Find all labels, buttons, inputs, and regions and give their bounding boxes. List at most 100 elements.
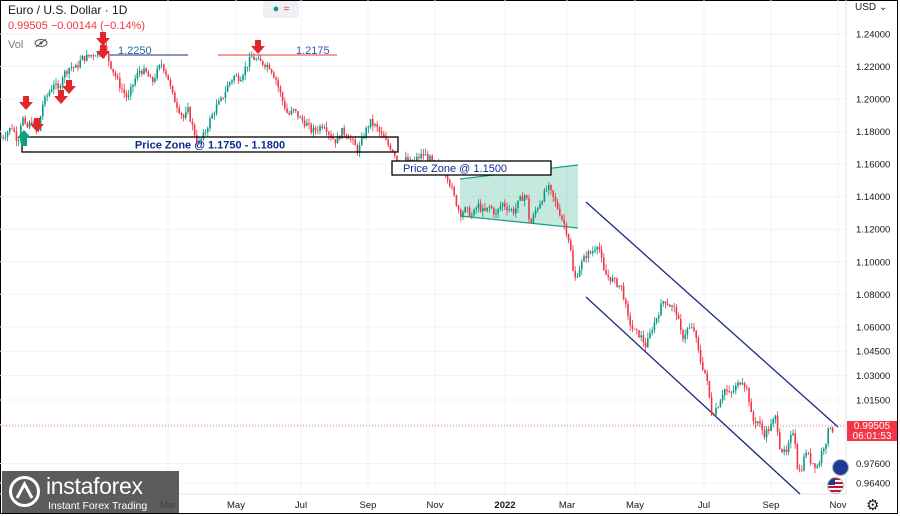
candle-body [266,64,268,68]
candle-body [763,430,766,438]
candle-body [726,389,728,392]
candle-body [490,206,493,209]
x-tick-label: May [626,500,644,511]
candle-body [119,77,121,89]
candle-body [699,349,702,362]
candle-body [132,84,134,88]
volume-label[interactable]: Vol [8,39,24,51]
candle-body [796,444,799,470]
candle-body [165,70,167,75]
candle-body [361,137,363,145]
candle-body [235,75,238,77]
candle-body [13,128,15,132]
candle-body [589,251,592,254]
candle-body [350,138,352,140]
candle-body [191,121,194,125]
instaforex-logo: instaforex Instant Forex Trading [2,471,179,513]
candle-body [515,208,517,214]
candle-body [345,134,348,137]
candle-body [534,210,537,215]
candle-body [732,390,735,393]
eye-hidden-icon[interactable] [34,38,48,51]
candle-body [325,127,328,133]
y-tick-label: 1.06000 [856,322,890,333]
candle-body [506,206,508,211]
candle-body [4,136,7,138]
price-change: 0.99505 −0.00144 (−0.14%) [8,20,146,32]
candle-body [46,95,48,97]
candle-body [222,97,224,99]
candle-body [695,330,697,338]
candle-body [248,57,251,67]
candle-body [693,327,695,331]
candle-body [673,305,675,307]
candle-body [218,100,220,105]
candle-body [281,92,284,101]
candle-body [134,78,136,85]
candle-body [647,337,649,348]
candle-body [807,452,810,454]
candle-body [574,270,576,278]
candle-body [44,96,46,105]
y-tick-label: 0.97600 [856,459,890,470]
gear-icon[interactable]: ⚙ [866,497,880,514]
candle-body [521,196,524,201]
indicator-toolbar[interactable]: ● ≈ [263,1,299,18]
candle-body [781,449,783,452]
candle-body [713,414,715,416]
candle-body [682,330,684,340]
candle-body [385,137,387,140]
candle-body [2,137,4,139]
sell-arrow-icon [30,118,44,132]
candle-body [702,361,704,370]
candle-body [121,88,123,90]
candle-body [15,131,18,141]
candle-body [53,84,55,90]
candle-body [510,209,513,210]
candle-body [174,92,176,103]
candle-body [343,127,345,135]
candle-body [176,102,178,108]
zone-label-1: Price Zone @ 1.1750 - 1.1800 [135,140,285,152]
candle-body [691,327,693,329]
candle-body [532,214,535,223]
candle-body [545,189,548,191]
symbol-title[interactable]: Euro / U.S. Dollar · 1D [8,3,128,17]
candle-body [319,126,321,131]
candle-body [583,256,585,262]
candle-body [77,65,79,68]
candle-body [334,139,337,144]
candle-body [136,72,139,79]
candle-body [303,120,306,126]
candle-body [112,68,114,73]
candle-body [180,112,183,115]
candle-body [231,80,233,83]
candle-body [185,112,187,118]
candle-body [609,276,612,282]
candle-body [259,58,262,62]
candle-body [686,328,689,335]
y-tick-label: 1.20000 [856,95,890,106]
candle-body [446,174,449,180]
candle-body [453,187,455,196]
candle-body [592,251,594,254]
candle-body [42,104,44,117]
candle-body [369,119,372,128]
sell-arrow-icon [19,96,33,110]
candle-body [721,394,724,401]
currency-selector[interactable]: USD ⌄ [855,2,887,13]
x-tick-label: Sep [360,500,377,511]
logo-tagline: Instant Forex Trading [48,500,148,512]
candle-body [587,251,590,259]
candle-body [794,433,796,445]
zone-label-2: Price Zone @ 1.1500 [403,163,507,175]
candle-body [171,85,174,93]
candle-body [356,145,359,153]
y-tick-label: 1.24000 [856,30,890,41]
candle-body [473,209,475,216]
candle-body [809,453,812,464]
candle-body [475,208,477,210]
candle-body [431,155,433,161]
candle-body [559,208,561,216]
